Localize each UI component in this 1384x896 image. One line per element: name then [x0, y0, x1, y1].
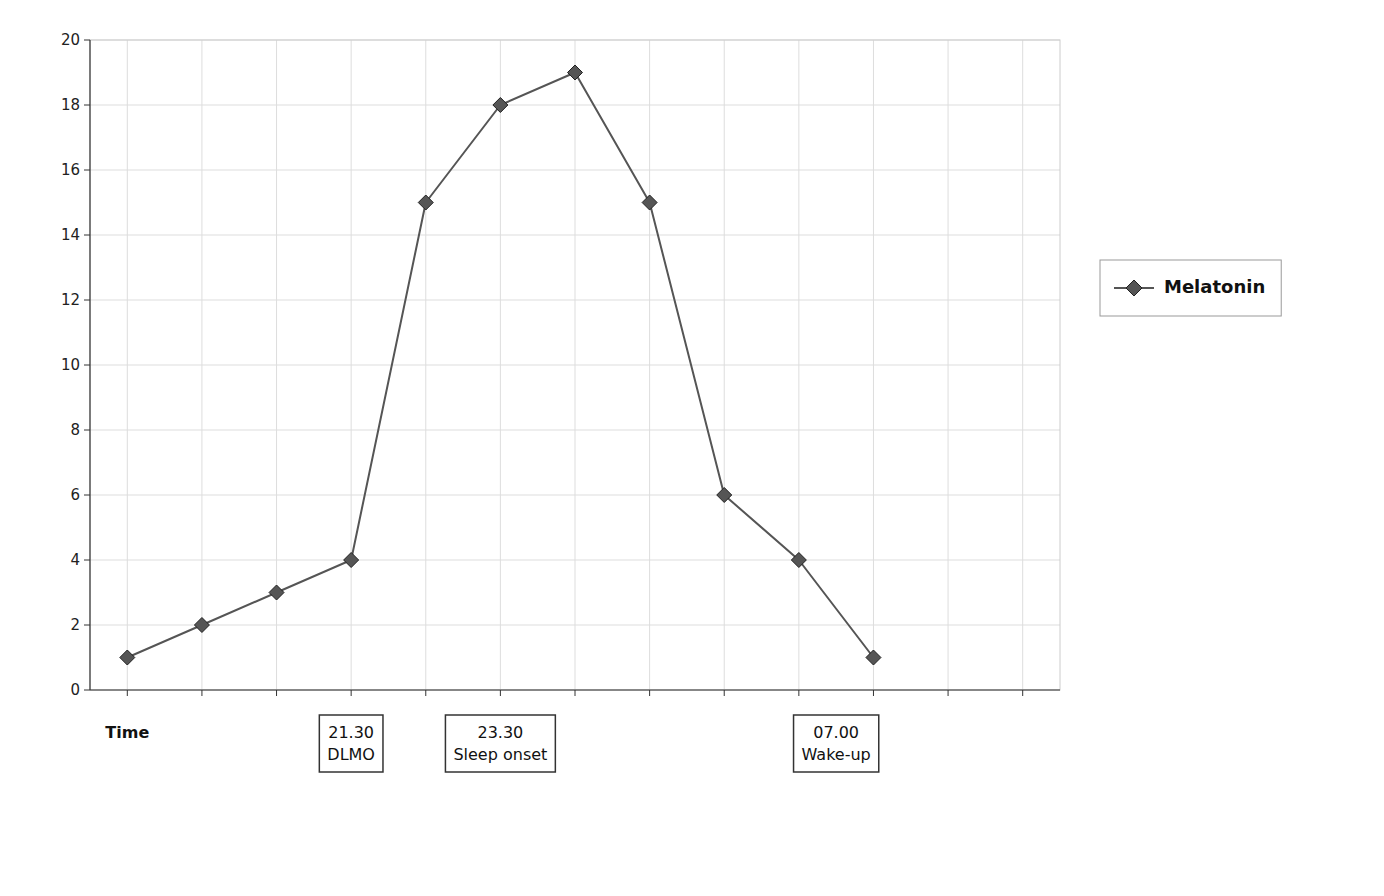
x-tick: [127, 690, 128, 696]
grid: [90, 40, 1060, 690]
chart: 0 2 4 6 8 10 12 14 16 18 20 Time 21.30 DLMO 23.30 Sleep…: [0, 0, 1384, 896]
grid-line-x: [1022, 40, 1023, 690]
y-tick: [84, 560, 90, 561]
y-tick: [84, 105, 90, 106]
y-tick-label: 8: [70, 421, 80, 439]
grid-line-x: [798, 40, 799, 690]
annotation-box: [445, 715, 555, 772]
y-tick: [84, 235, 90, 236]
grid-line-x: [351, 40, 352, 690]
annotation-line: DLMO: [327, 745, 375, 764]
x-tick: [351, 690, 352, 696]
annotation-line: 07.00: [813, 723, 859, 742]
x-tick: [948, 690, 949, 696]
y-tick: [84, 365, 90, 366]
annotation: Time: [105, 723, 149, 742]
annotation-line: Time: [105, 723, 149, 742]
x-tick: [1022, 690, 1023, 696]
grid-line-x: [425, 40, 426, 690]
annotation: 23.30 Sleep onset: [453, 723, 547, 764]
point: [269, 585, 284, 600]
annotation: 21.30 DLMO: [327, 723, 375, 764]
y-tick-label: 14: [61, 226, 80, 244]
grid-line-x: [724, 40, 725, 690]
annotation-box: [319, 715, 383, 772]
point: [344, 553, 359, 568]
point: [194, 618, 209, 633]
y-axis: 0 2 4 6 8 10 12 14 16 18 20: [61, 31, 90, 699]
x-tick: [276, 690, 277, 696]
annotation-line: 23.30: [477, 723, 523, 742]
annotation-box: [794, 715, 879, 772]
annotation-line: Sleep onset: [453, 745, 547, 764]
point: [642, 195, 657, 210]
background: [0, 0, 1384, 896]
legend: Melatonin: [1100, 260, 1281, 316]
y-tick: [84, 690, 90, 691]
grid-line-x: [500, 40, 501, 690]
x-tick: [798, 690, 799, 696]
point: [120, 650, 135, 665]
point: [717, 488, 732, 503]
y-tick-label: 12: [61, 291, 80, 309]
plot-data: [120, 65, 881, 665]
y-tick-label: 16: [61, 161, 80, 179]
x-tick: [724, 690, 725, 696]
grid-line-x: [201, 40, 202, 690]
x-tick: [873, 690, 874, 696]
grid-line-x: [873, 40, 874, 690]
y-tick-label: 6: [70, 486, 80, 504]
y-tick: [84, 495, 90, 496]
y-tick-label: 4: [70, 551, 80, 569]
annotation: 07.00 Wake-up: [802, 723, 871, 764]
x-tick: [500, 690, 501, 696]
grid-line-x: [575, 40, 576, 690]
y-tick: [84, 40, 90, 41]
legend-swatch-marker: [1126, 280, 1142, 296]
series-line: [127, 73, 873, 658]
annotation-line: Wake-up: [802, 745, 871, 764]
plot-frame: [90, 40, 1060, 690]
y-tick: [84, 430, 90, 431]
y-tick-label: 2: [70, 616, 80, 634]
y-tick: [84, 625, 90, 626]
point: [568, 65, 583, 80]
x-tick: [425, 690, 426, 696]
y-tick: [84, 300, 90, 301]
y-tick: [84, 170, 90, 171]
grid-line-x: [649, 40, 650, 690]
grid-line-x: [948, 40, 949, 690]
legend-box: [1100, 260, 1281, 316]
point: [866, 650, 881, 665]
point: [493, 98, 508, 113]
point: [791, 553, 806, 568]
x-axis: [127, 690, 1022, 696]
annotations: Time 21.30 DLMO 23.30 Sleep onset 07.00 Wake-u…: [105, 715, 878, 772]
y-tick-label: 10: [61, 356, 80, 374]
point: [418, 195, 433, 210]
x-tick: [575, 690, 576, 696]
y-tick-label: 18: [61, 96, 80, 114]
y-tick-label: 0: [70, 681, 80, 699]
grid-line-x: [127, 40, 128, 690]
x-tick: [201, 690, 202, 696]
annotation-line: 21.30: [328, 723, 374, 742]
y-tick-label: 20: [61, 31, 80, 49]
legend-label: Melatonin: [1164, 276, 1265, 297]
x-tick: [649, 690, 650, 696]
